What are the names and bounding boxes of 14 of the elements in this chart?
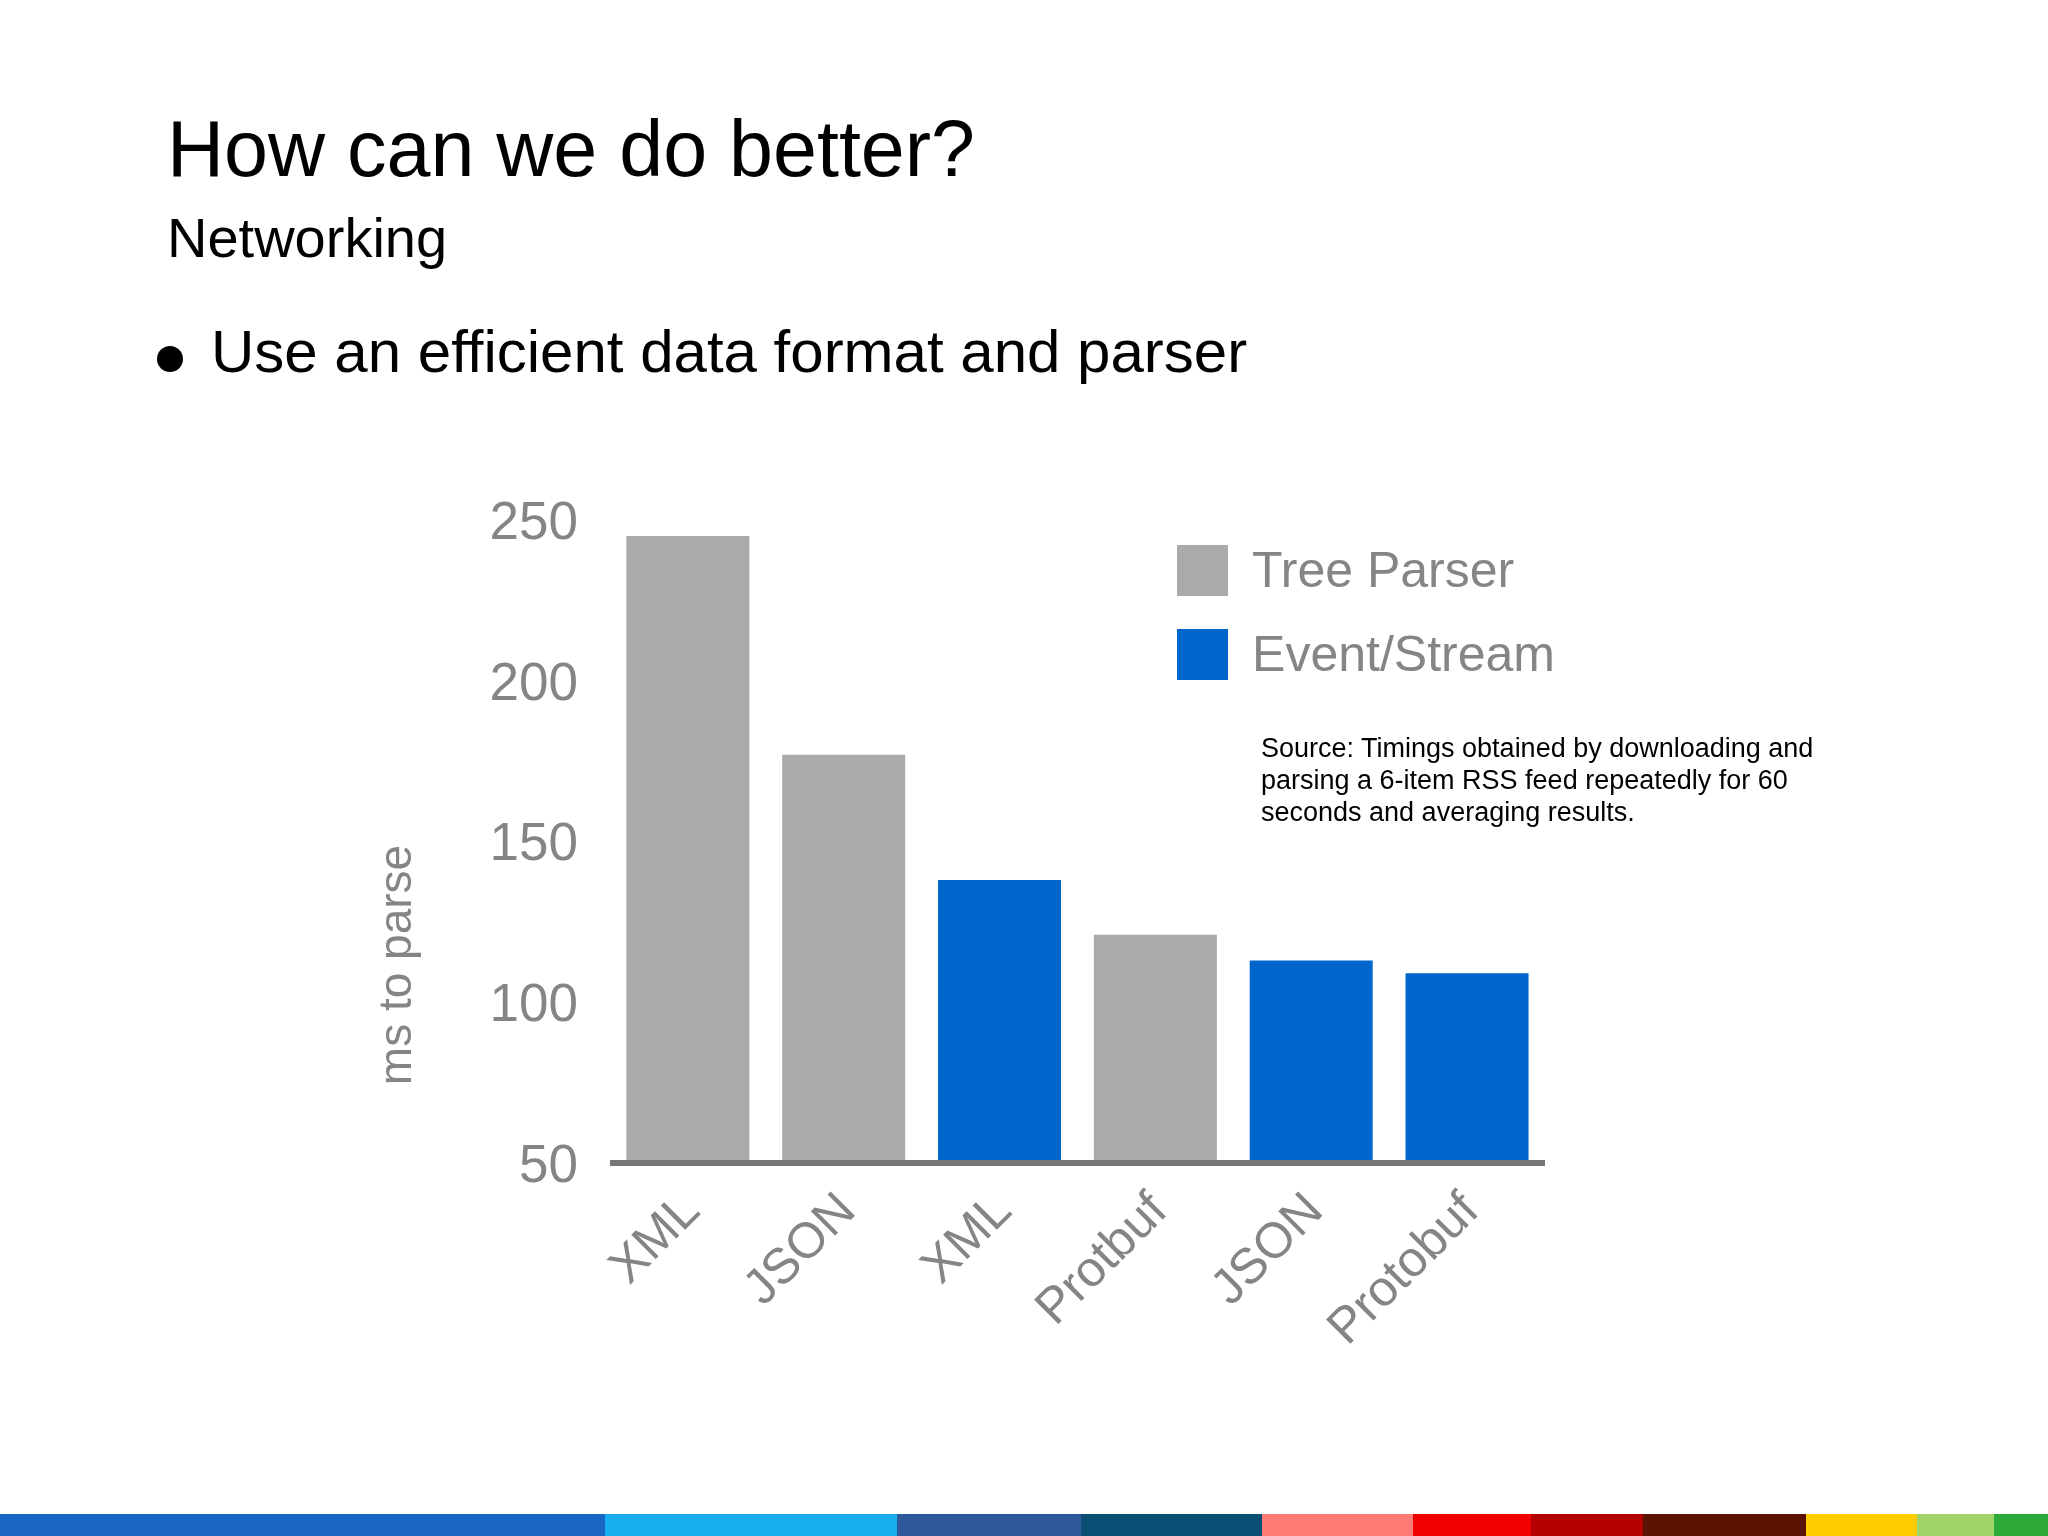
x-tick-label: XML	[597, 1181, 710, 1294]
annotation: Source: Timings obtained by downloading and parsing a 6-item RSS feed repeatedly for 60 seconds and averaging results.	[1261, 732, 1815, 828]
y-tick-label: 150	[489, 812, 578, 872]
legend-label: Tree Parser	[1252, 542, 1515, 598]
y-axis-title: ms to parse	[369, 844, 421, 1086]
y-tick-label: 250	[489, 490, 578, 550]
y-tick-label: 100	[489, 973, 578, 1033]
x-tick-label: XML	[909, 1181, 1022, 1294]
y-tick-label: 50	[519, 1133, 578, 1193]
text: Use an efficient data format and parser	[211, 318, 1248, 385]
chart-title: How can we do better?	[167, 104, 976, 193]
chart-subtitle: Networking	[167, 206, 448, 269]
legend-label: Event/Stream	[1252, 626, 1555, 682]
y-tick-label: 200	[489, 651, 578, 711]
